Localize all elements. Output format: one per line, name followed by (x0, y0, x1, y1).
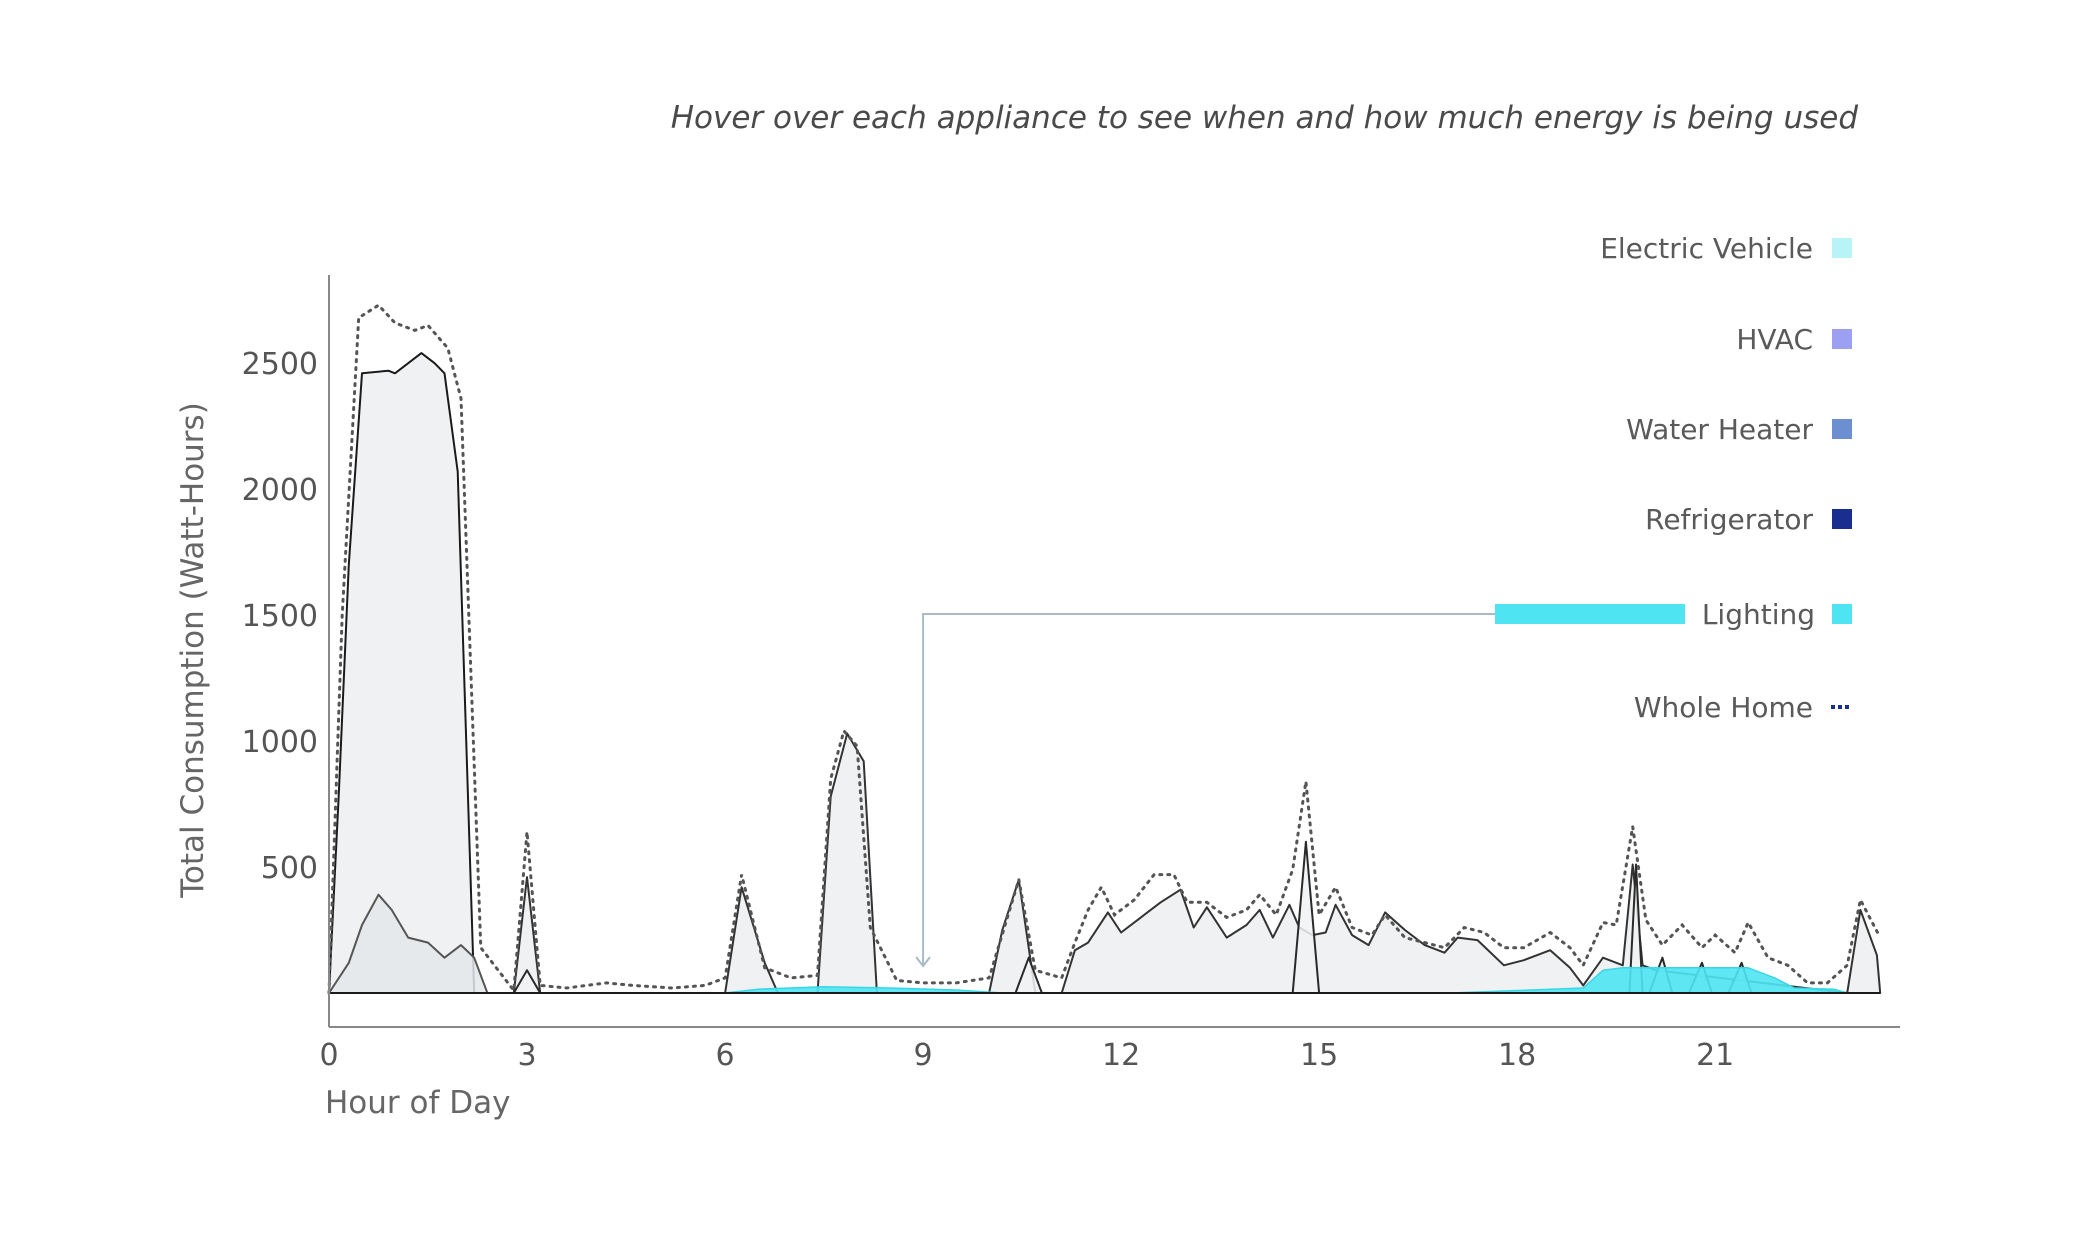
legend-swatch-dot (1845, 705, 1849, 709)
legend-label-electric-vehicle[interactable]: Electric Vehicle (1600, 232, 1813, 265)
y-tick-labels: 500 1000 1500 2000 2500 (242, 347, 318, 886)
legend-swatch-electric-vehicle (1832, 238, 1852, 258)
hvac-area[interactable] (328, 893, 489, 994)
lighting-area[interactable] (724, 967, 1848, 994)
x-tick-label: 18 (1498, 1038, 1536, 1073)
legend-label-water-heater[interactable]: Water Heater (1626, 413, 1813, 446)
x-tick-label: 15 (1300, 1038, 1338, 1073)
callout-arrowhead (915, 956, 931, 968)
callout-leader-line (922, 613, 1495, 965)
legend-swatch-refrigerator (1832, 509, 1852, 529)
legend-label-refrigerator[interactable]: Refrigerator (1645, 503, 1813, 536)
whole-home-line[interactable] (327, 303, 1882, 995)
y-tick-label: 500 (261, 851, 318, 886)
legend-swatch-lighting (1832, 604, 1852, 624)
legend-swatch-hvac (1832, 329, 1852, 349)
x-tick-label: 21 (1696, 1038, 1734, 1073)
highlight-bar (1495, 604, 1685, 624)
water-heater-area[interactable] (512, 732, 1882, 994)
chart-subtitle: Hover over each appliance to see when an… (671, 100, 1859, 136)
legend-label-lighting[interactable]: Lighting (1702, 598, 1815, 631)
x-tick-label: 6 (716, 1038, 735, 1073)
y-tick-label: 1500 (242, 599, 318, 634)
legend: Electric Vehicle HVAC Water Heater Refriger… (1600, 232, 1852, 724)
x-tick-label: 12 (1102, 1038, 1140, 1073)
y-tick-label: 2500 (242, 347, 318, 382)
y-tick-label: 2000 (242, 473, 318, 508)
legend-swatch-dot (1831, 705, 1835, 709)
x-tick-labels: 0 3 6 9 12 15 18 21 (319, 1038, 1734, 1073)
x-tick-label: 3 (517, 1038, 536, 1073)
whole-home-line-group (327, 303, 1882, 995)
legend-label-hvac[interactable]: HVAC (1736, 323, 1813, 356)
y-tick-label: 1000 (242, 725, 318, 760)
highlight-callout (915, 604, 1685, 968)
series-areas (328, 352, 1882, 994)
x-tick-label: 0 (319, 1038, 338, 1073)
electric-vehicle-area[interactable] (328, 352, 476, 994)
x-axis-label: Hour of Day (325, 1085, 510, 1121)
legend-swatch-water-heater (1832, 419, 1852, 439)
x-tick-label: 9 (914, 1038, 933, 1073)
legend-label-whole-home[interactable]: Whole Home (1634, 691, 1813, 724)
y-axis-label: Total Consumption (Watt-Hours) (175, 402, 211, 899)
legend-swatch-dot (1838, 705, 1842, 709)
